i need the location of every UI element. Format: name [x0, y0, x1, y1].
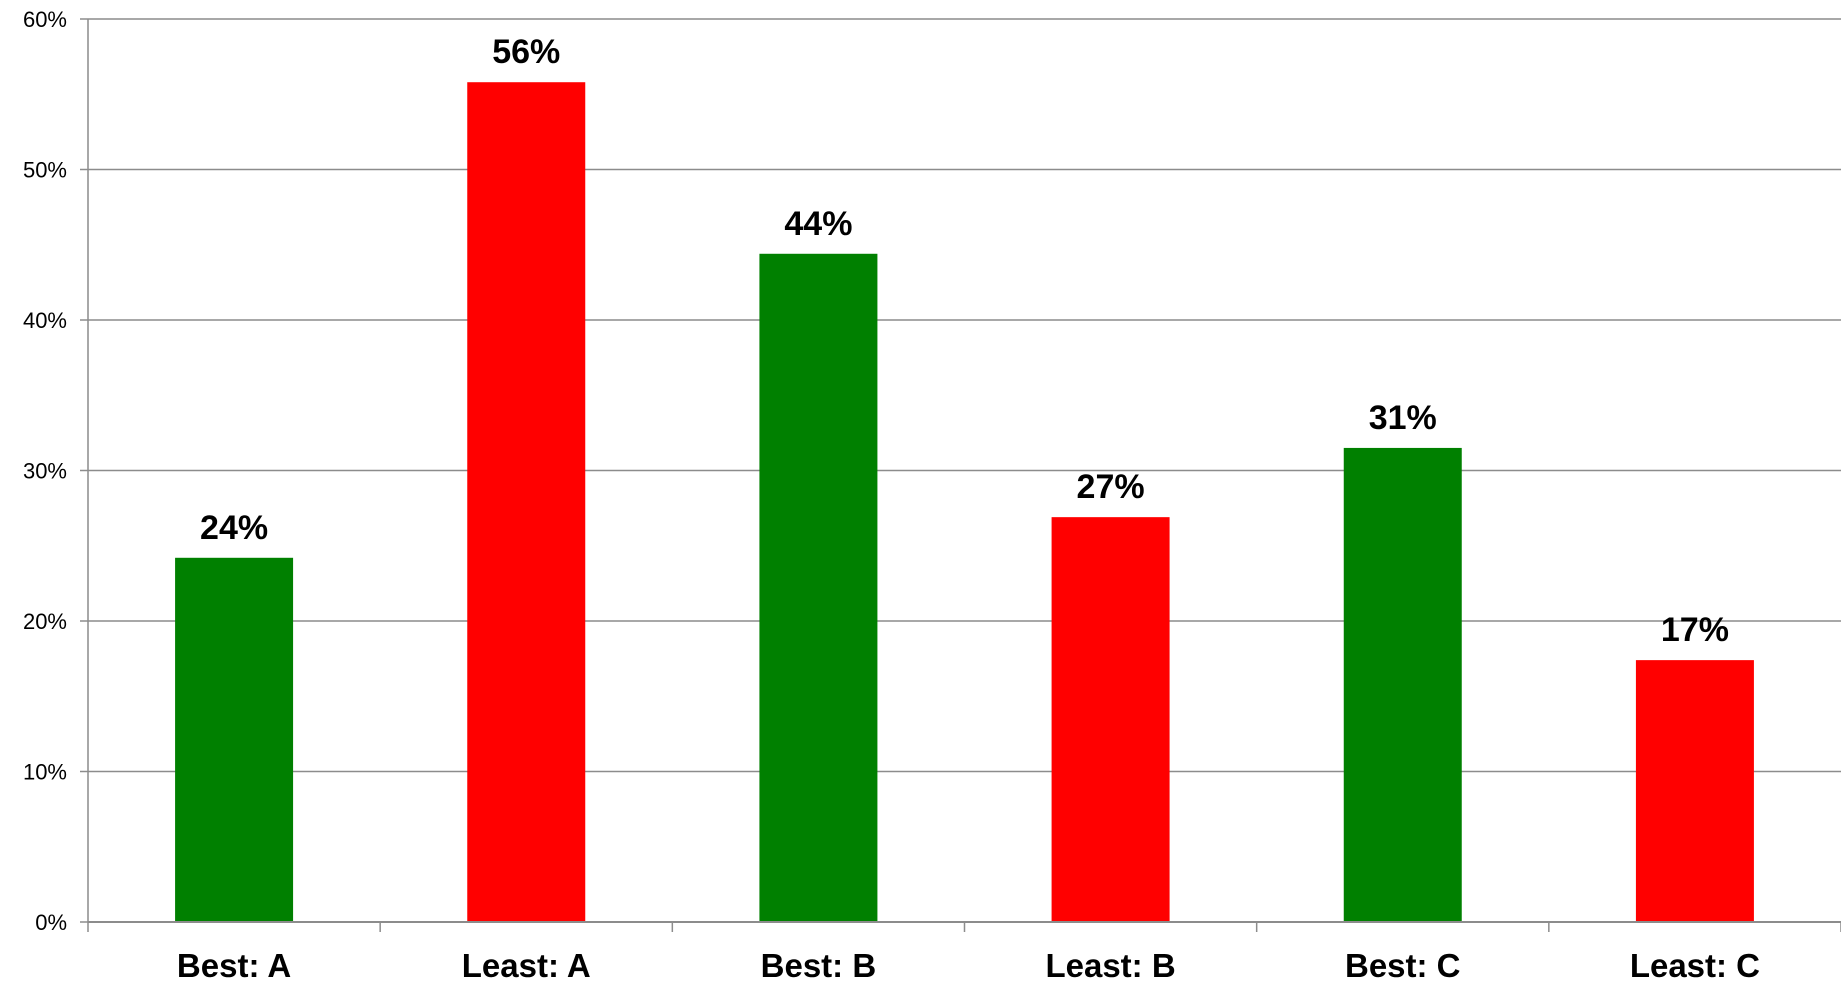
x-tick-label: Least: A: [462, 947, 591, 982]
data-labels: 24% 56% 44% 27% 31% 17%: [200, 33, 1729, 649]
x-tick-label: Least: B: [1045, 947, 1175, 982]
x-tick-label: Best: B: [761, 947, 877, 982]
data-label: 56%: [492, 33, 560, 71]
data-label: 27%: [1077, 468, 1145, 506]
gridlines: [88, 18, 1841, 923]
y-axis-ticks: 0% 10% 20% 30% 40% 50% 60%: [23, 7, 88, 935]
x-tick-label: Best: A: [177, 947, 291, 982]
bar: [1051, 517, 1170, 922]
bars: [175, 82, 1754, 922]
data-label: 17%: [1661, 611, 1729, 649]
y-tick-label: 20%: [23, 609, 67, 634]
y-tick-label: 60%: [23, 7, 67, 32]
bar: [1635, 660, 1754, 922]
data-label: 44%: [784, 205, 852, 243]
data-label: 24%: [200, 509, 268, 547]
x-axis: Best: A Least: A Best: B Least: B Best: C Lea…: [87, 19, 1841, 982]
bar: [759, 253, 878, 922]
y-tick-label: 0%: [35, 910, 67, 935]
y-tick-label: 50%: [23, 158, 67, 183]
bar: [175, 557, 294, 922]
data-label: 31%: [1369, 399, 1437, 437]
x-tick-label: Least: C: [1630, 947, 1760, 982]
bar: [467, 82, 586, 922]
y-tick-label: 10%: [23, 760, 67, 785]
x-tick-label: Best: C: [1345, 947, 1461, 982]
y-tick-label: 40%: [23, 308, 67, 333]
bar: [1343, 447, 1462, 922]
y-tick-label: 30%: [23, 459, 67, 484]
